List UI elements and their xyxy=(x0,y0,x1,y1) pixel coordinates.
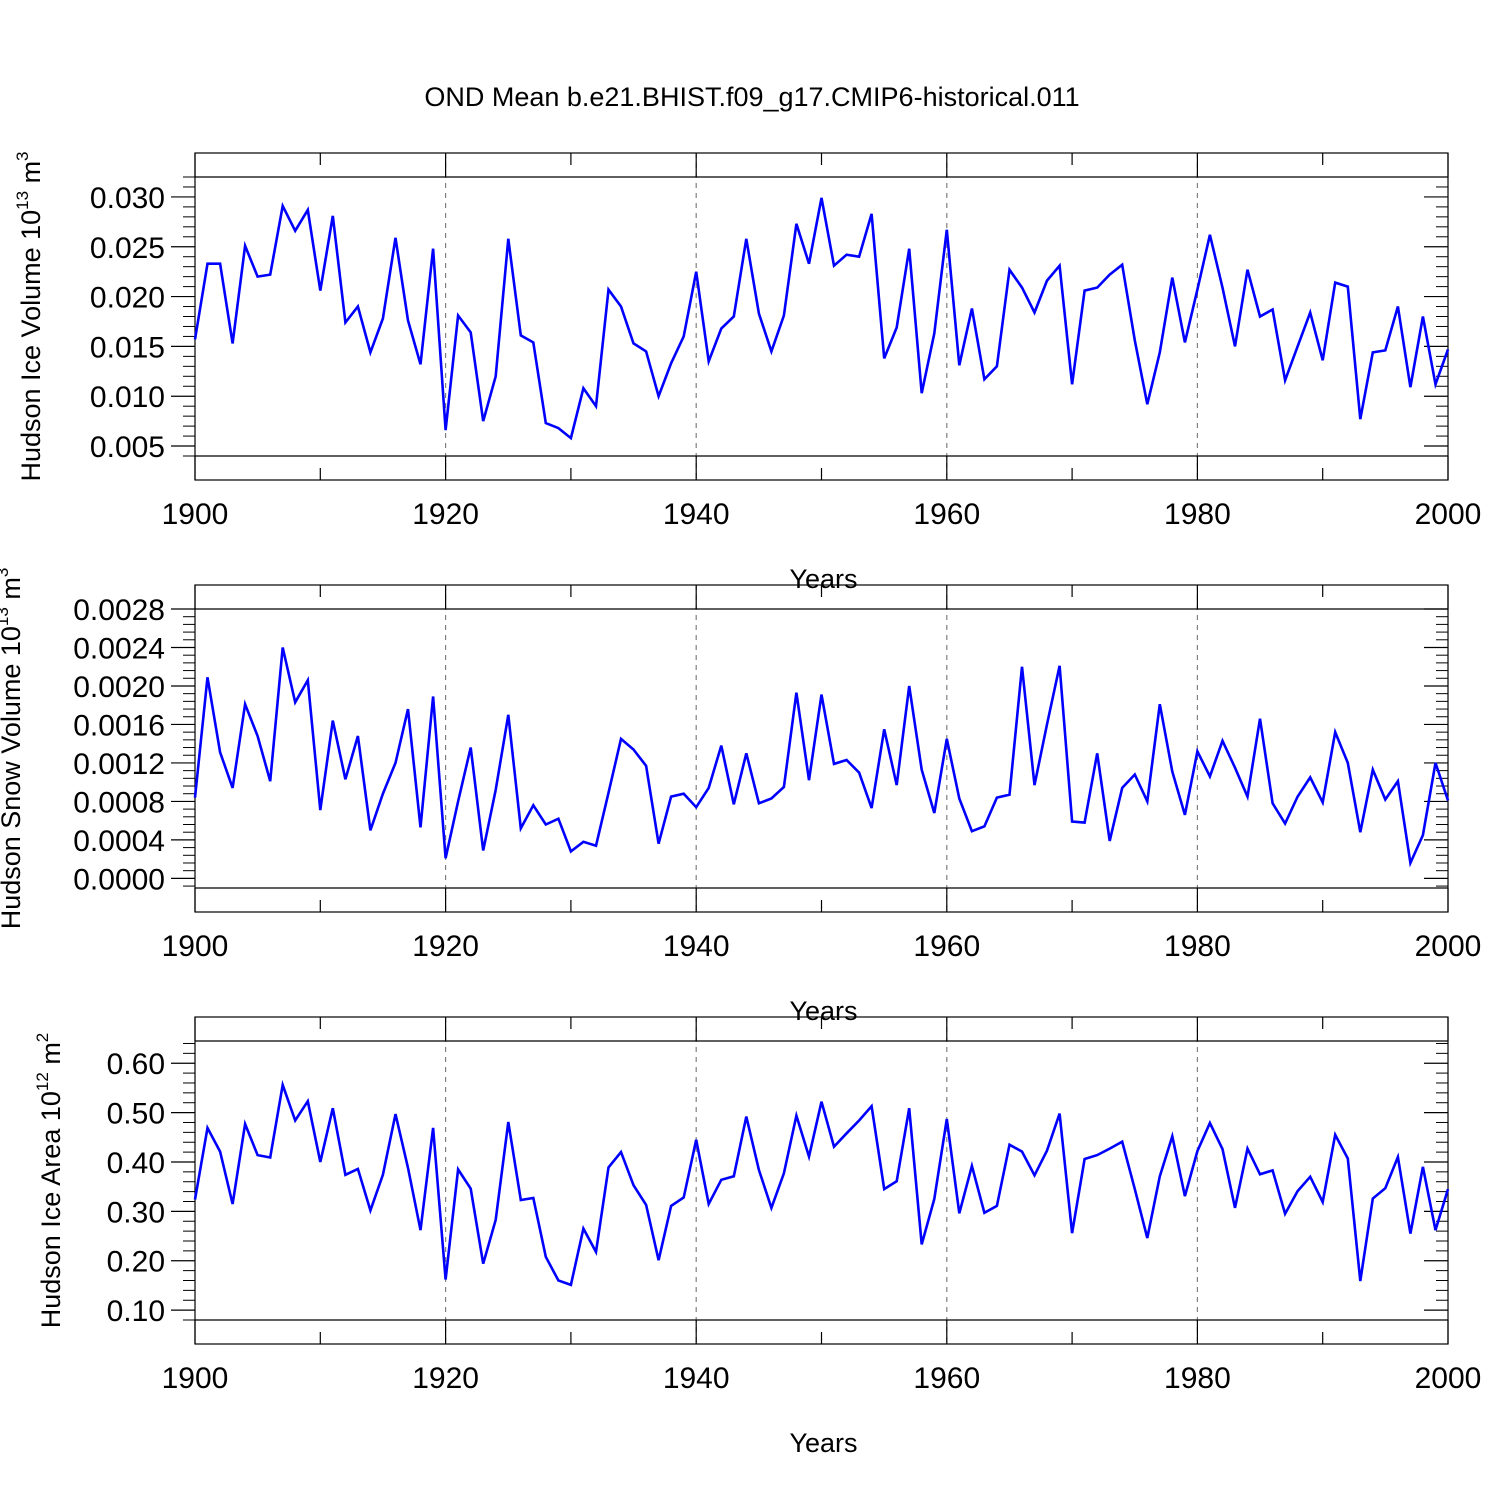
x-tick-label: 1980 xyxy=(1164,930,1231,963)
y-tick-label: 0.025 xyxy=(90,232,165,265)
x-tick-label: 1920 xyxy=(412,498,479,531)
x-tick-label: 1960 xyxy=(913,930,980,963)
series-line-ice-area xyxy=(193,1079,1450,1287)
y-axis-title-unit: m xyxy=(16,161,46,191)
x-axis-title: Years xyxy=(789,1428,857,1458)
x-axis-title: Years xyxy=(789,996,857,1026)
x-tick-label: 1920 xyxy=(412,1362,479,1395)
x-tick-label: 1900 xyxy=(162,498,229,531)
y-tick-label: 0.005 xyxy=(90,431,165,464)
y-tick-label: 0.0000 xyxy=(73,863,165,896)
y-axis-title-exponent: 13 xyxy=(13,191,32,210)
y-axis-title: Hudson Ice Area 1012 m2 xyxy=(33,1033,66,1329)
x-tick-label: 1900 xyxy=(162,1362,229,1395)
series-line-snow-volume xyxy=(193,647,1450,868)
y-axis-title-text: Hudson Ice Area 10 xyxy=(36,1091,66,1328)
panel-snow-volume: 1900 1920 1940 1960 1980 2000 0.0000 0.0004 0.00… xyxy=(0,568,1481,1026)
y-axis-title: Hudson Ice Volume 1013 m3 xyxy=(13,151,46,481)
y-tick-label: 0.10 xyxy=(107,1295,165,1328)
panel-ice-area: 1900 1920 1940 1960 1980 2000 0.10 0.20 0.30 0.40… xyxy=(33,1016,1482,1458)
y-tick-label: 0.020 xyxy=(90,282,165,315)
y-axis-title-unit: m xyxy=(36,1042,66,1072)
y-tick-label: 0.0008 xyxy=(73,786,165,819)
y-tick-label: 0.30 xyxy=(107,1196,165,1229)
y-tick-label: 0.0012 xyxy=(73,748,165,781)
y-tick-label: 0.40 xyxy=(107,1147,165,1180)
y-tick-label: 0.0020 xyxy=(73,671,165,704)
x-tick-label: 1940 xyxy=(663,930,730,963)
y-axis-title-unit: m xyxy=(0,577,26,607)
y-tick-label: 0.0004 xyxy=(73,825,165,858)
x-tick-label: 1940 xyxy=(663,1362,730,1395)
y-tick-label: 0.0016 xyxy=(73,709,165,742)
y-axis-title-exponent: 12 xyxy=(33,1072,52,1091)
y-tick-label: 0.60 xyxy=(107,1048,165,1081)
y-axis-title-unit-exponent: 3 xyxy=(13,151,32,160)
x-tick-label: 2000 xyxy=(1415,930,1482,963)
y-tick-label: 0.0024 xyxy=(73,632,165,665)
plot-frame xyxy=(194,1016,1449,1345)
y-axis-title: Hudson Snow Volume 1013 m3 xyxy=(0,568,26,930)
y-tick-label: 0.015 xyxy=(90,331,165,364)
x-tick-label: 1980 xyxy=(1164,1362,1231,1395)
y-tick-label: 0.20 xyxy=(107,1246,165,1279)
panel-ice-volume: 1900 1920 1940 1960 1980 2000 0.005 0.010 0.015 0… xyxy=(13,151,1481,594)
series-line-ice-volume xyxy=(193,197,1450,441)
x-axis-title: Years xyxy=(789,564,857,594)
y-tick-label: 0.0028 xyxy=(73,594,165,627)
y-axis-title-text: Hudson Ice Volume 10 xyxy=(16,210,46,482)
y-axis-title-exponent: 13 xyxy=(0,607,12,626)
y-axis-title-unit-exponent: 2 xyxy=(33,1033,52,1042)
x-tick-label: 2000 xyxy=(1415,1362,1482,1395)
y-tick-label: 0.010 xyxy=(90,381,165,414)
x-tick-label: 1920 xyxy=(412,930,479,963)
y-tick-label: 0.50 xyxy=(107,1098,165,1131)
y-tick-label: 0.030 xyxy=(90,182,165,215)
x-tick-label: 1980 xyxy=(1164,498,1231,531)
chart-title: OND Mean b.e21.BHIST.f09_g17.CMIP6-histo… xyxy=(424,82,1079,112)
y-axis-title-unit-exponent: 3 xyxy=(0,568,12,577)
y-axis-title-text: Hudson Snow Volume 10 xyxy=(0,626,26,929)
plot-frame xyxy=(194,584,1449,913)
x-tick-label: 1960 xyxy=(913,498,980,531)
x-tick-label: 1900 xyxy=(162,930,229,963)
x-tick-label: 1960 xyxy=(913,1362,980,1395)
x-tick-label: 1940 xyxy=(663,498,730,531)
x-tick-label: 2000 xyxy=(1415,498,1482,531)
